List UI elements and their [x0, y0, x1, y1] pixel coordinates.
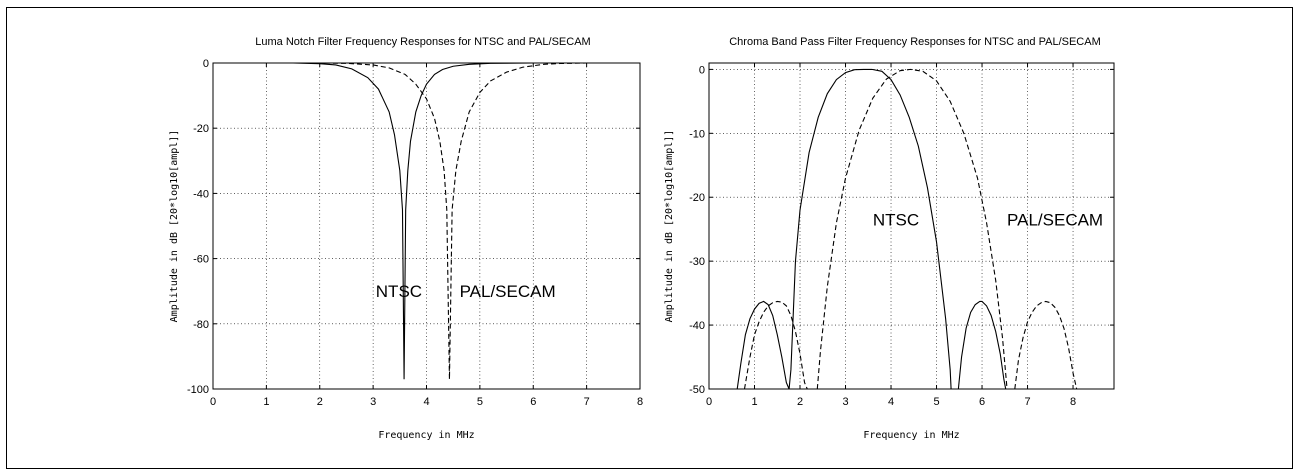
y-tick-label: -100 — [187, 384, 209, 396]
x-tick-label: 5 — [933, 396, 939, 408]
annotation-label: PAL/SECAM — [460, 282, 556, 301]
x-tick-label: 3 — [842, 396, 848, 408]
y-axis-label: Amplitude in dB [20*log10[ampl]] — [664, 130, 675, 323]
x-tick-label: 8 — [637, 396, 643, 408]
x-tick-label: 1 — [263, 396, 269, 408]
x-tick-label: 3 — [370, 396, 376, 408]
annotation-label: NTSC — [376, 282, 422, 301]
x-tick-label: 1 — [751, 396, 757, 408]
chart-title: Luma Notch Filter Frequency Responses fo… — [255, 36, 590, 48]
x-tick-label: 8 — [1070, 396, 1076, 408]
chart-panel-2: Chroma Band Pass Filter Frequency Respon… — [664, 36, 1115, 441]
series-line-5-dashed — [1014, 300, 1078, 390]
y-axis-label: Amplitude in dB [20*log10[ampl]] — [169, 130, 180, 323]
x-tick-label: 6 — [530, 396, 536, 408]
y-tick-label: -20 — [689, 192, 705, 204]
x-tick-label: 4 — [423, 396, 429, 408]
y-tick-label: -10 — [689, 128, 705, 140]
y-tick-label: -50 — [689, 384, 705, 396]
x-tick-label: 7 — [1024, 396, 1030, 408]
annotation-label: PAL/SECAM — [1007, 211, 1103, 230]
y-tick-label: -60 — [193, 254, 209, 266]
x-axis-label: Frequency in MHz — [378, 430, 474, 441]
annotation-label: NTSC — [873, 211, 919, 230]
x-tick-label: 5 — [477, 396, 483, 408]
y-tick-label: 0 — [203, 58, 209, 70]
x-tick-label: 6 — [979, 396, 985, 408]
x-tick-label: 4 — [888, 396, 894, 408]
y-tick-label: -80 — [193, 319, 209, 331]
y-tick-label: 0 — [699, 64, 705, 76]
x-tick-label: 0 — [210, 396, 216, 408]
series-line-1-solid — [213, 62, 640, 380]
plot-area-border — [708, 62, 1115, 390]
x-tick-label: 2 — [797, 396, 803, 408]
y-tick-label: -40 — [689, 320, 705, 332]
x-tick-label: 0 — [706, 396, 712, 408]
x-axis-label: Frequency in MHz — [863, 430, 959, 441]
y-tick-label: -30 — [689, 256, 705, 268]
figure-frame — [6, 7, 1293, 469]
series-line-3-dashed — [743, 300, 808, 390]
chart-title: Chroma Band Pass Filter Frequency Respon… — [729, 36, 1101, 48]
y-tick-label: -40 — [193, 188, 209, 200]
series-line-2-dashed — [213, 62, 640, 380]
chart-panel-1: Luma Notch Filter Frequency Responses fo… — [169, 36, 643, 441]
series-line-1-solid — [736, 68, 952, 390]
series-line-4-dashed — [816, 68, 1008, 390]
x-tick-label: 7 — [584, 396, 590, 408]
series-line-2-solid — [957, 300, 1007, 390]
y-tick-label: -20 — [193, 123, 209, 135]
x-tick-label: 2 — [317, 396, 323, 408]
